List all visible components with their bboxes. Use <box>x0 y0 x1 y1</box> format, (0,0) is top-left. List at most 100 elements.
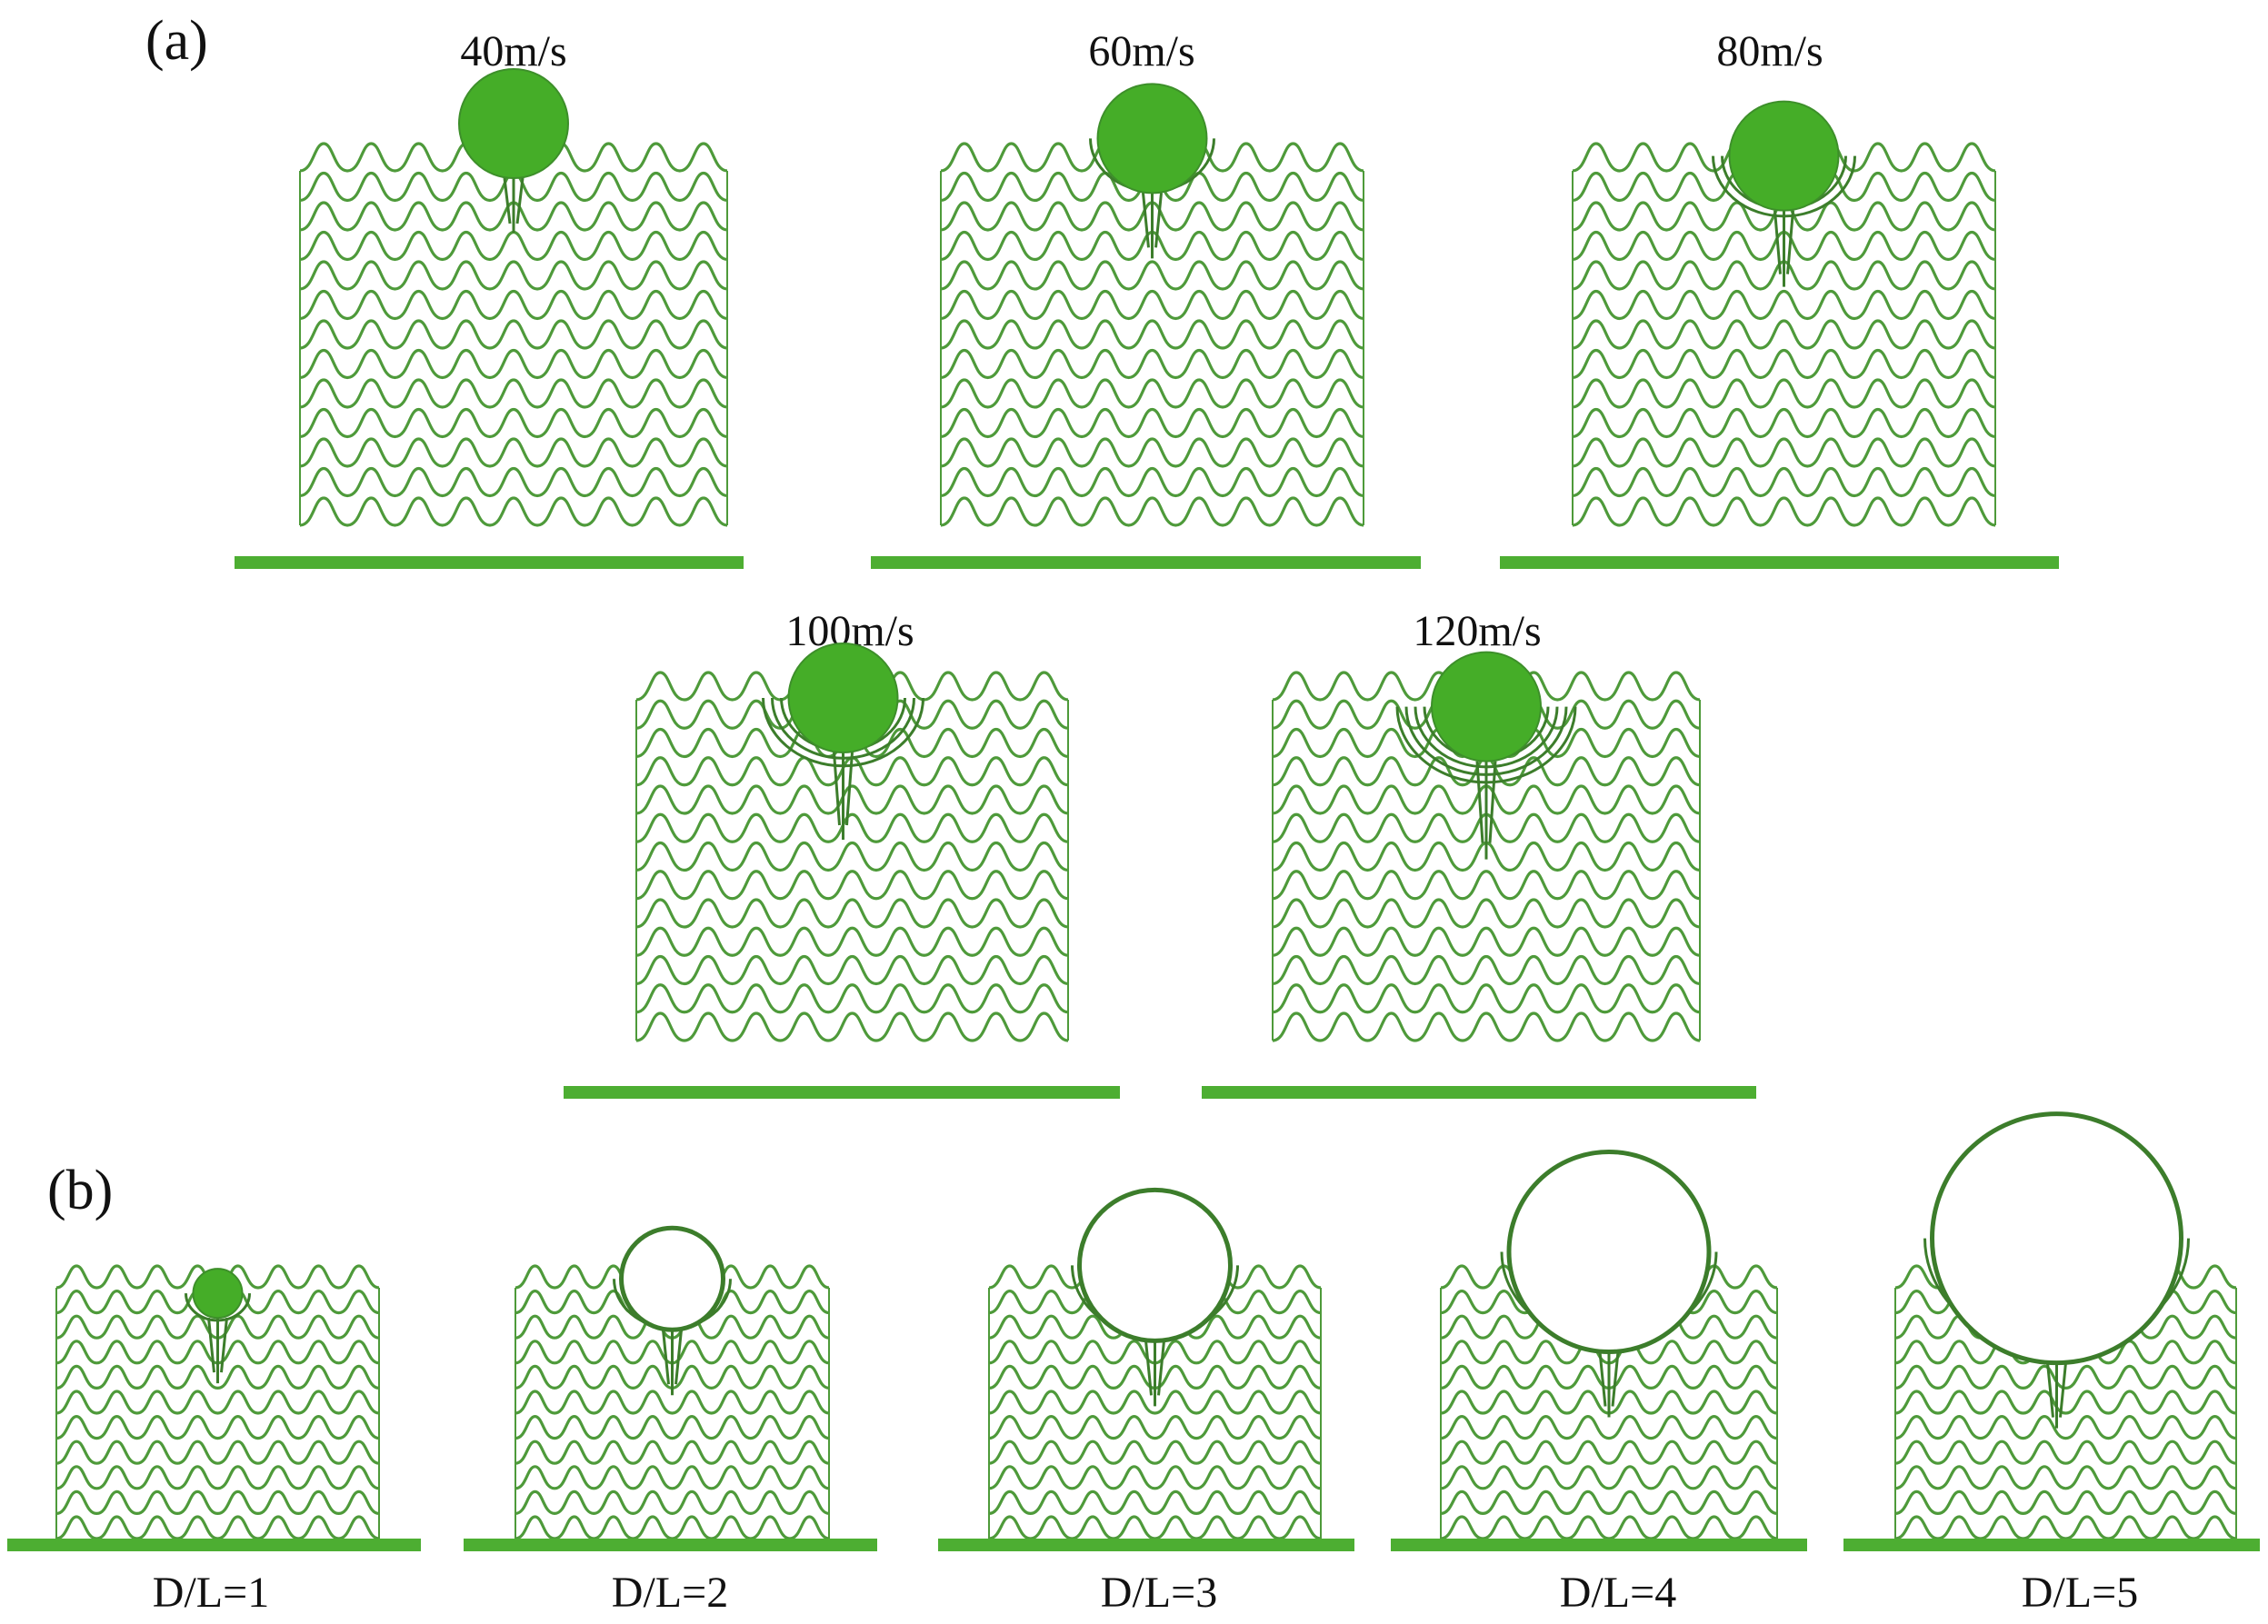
base-plate <box>1843 1539 2260 1551</box>
lattice-row <box>988 1415 1322 1440</box>
scene-speed-2 <box>871 83 1421 569</box>
solid-sphere-projectile <box>192 1268 244 1320</box>
lattice-row <box>1572 289 1996 321</box>
lattice-row <box>1572 466 1996 498</box>
solid-sphere-projectile <box>1431 651 1542 762</box>
lattice-row <box>299 289 728 321</box>
crack-tail <box>503 177 525 233</box>
lattice-row <box>515 1489 830 1515</box>
lattice-rows <box>299 142 728 527</box>
lattice-row <box>1894 1515 2237 1540</box>
lattice-row <box>1572 407 1996 439</box>
lattice-row <box>940 260 1364 291</box>
lattice-row <box>515 1415 830 1440</box>
lattice-row <box>1572 437 1996 468</box>
lattice-row <box>55 1440 380 1465</box>
base-plate <box>464 1539 877 1551</box>
caption-120ms: 120m/s <box>1413 607 1541 655</box>
scene-speed-4 <box>564 643 1120 1099</box>
scene-dl-5 <box>1843 1111 2260 1551</box>
lattice-row <box>299 260 728 291</box>
lattice-row <box>940 407 1364 439</box>
caption-60ms: 60m/s <box>1088 27 1194 75</box>
crack-tail <box>1475 761 1497 860</box>
lattice-row <box>1440 1415 1778 1440</box>
lattice-row <box>1440 1489 1778 1515</box>
lattice-row <box>299 466 728 498</box>
crack-tail <box>207 1318 228 1384</box>
lattice-row <box>1894 1415 2237 1440</box>
lattice-row <box>299 378 728 409</box>
lattice-row <box>1572 496 1996 527</box>
base-plate <box>938 1539 1354 1551</box>
damage-zone <box>1395 706 1577 860</box>
lattice-row <box>515 1440 830 1465</box>
base-plate <box>564 1086 1120 1099</box>
scene-dl-2 <box>464 1225 877 1551</box>
lattice-row <box>635 784 1069 815</box>
lattice-row <box>940 466 1364 498</box>
lattice-row <box>515 1515 830 1540</box>
base-plate <box>235 556 744 569</box>
caption-dl1: D/L=1 <box>153 1569 269 1617</box>
hollow-sphere-projectile <box>1930 1111 2183 1366</box>
lattice-row <box>55 1415 380 1440</box>
lattice-row <box>635 841 1069 872</box>
base-plate <box>1500 556 2059 569</box>
lattice-row <box>55 1364 380 1390</box>
lattice-row <box>1440 1465 1778 1490</box>
lattice-row <box>635 926 1069 957</box>
lattice-row <box>988 1465 1322 1490</box>
lattice-row <box>1894 1465 2237 1490</box>
lattice-row <box>1894 1440 2237 1465</box>
hollow-sphere-projectile <box>619 1225 725 1332</box>
lattice-row <box>299 348 728 380</box>
lattice-row <box>940 496 1364 527</box>
lattice-row <box>635 954 1069 986</box>
lattice-rows <box>1572 142 1996 527</box>
lattice-row <box>635 1011 1069 1042</box>
lattice-row <box>940 378 1364 409</box>
lattice-row <box>940 437 1364 468</box>
hollow-sphere-projectile <box>1506 1150 1712 1354</box>
lattice-row <box>988 1489 1322 1515</box>
scene-dl-1 <box>7 1264 421 1551</box>
lattice-row <box>1894 1364 2237 1390</box>
caption-dl3: D/L=3 <box>1101 1569 1217 1617</box>
lattice-row <box>299 230 728 262</box>
crack-tail <box>833 752 854 840</box>
crack-tail <box>1773 210 1794 287</box>
lattice-row <box>515 1465 830 1490</box>
scene-speed-5 <box>1202 651 1756 1099</box>
panel-b-label: (b) <box>47 1160 113 1221</box>
damage-zone <box>185 1293 251 1384</box>
lattice-row <box>515 1390 830 1415</box>
damage-zone <box>503 177 525 233</box>
lattice-row <box>1272 1011 1701 1042</box>
caption-dl2: D/L=2 <box>612 1569 728 1617</box>
lattice-row <box>940 348 1364 380</box>
lattice-row <box>940 319 1364 350</box>
lattice-row <box>1894 1489 2237 1515</box>
panel-a-label: (a) <box>145 10 208 72</box>
lattice-row <box>1440 1440 1778 1465</box>
scene-speed-3 <box>1500 100 2059 569</box>
scene-dl-4 <box>1391 1150 1807 1551</box>
lattice-row <box>55 1489 380 1515</box>
lattice-row <box>55 1390 380 1415</box>
lattice-row <box>299 319 728 350</box>
lattice-row <box>1272 954 1701 986</box>
base-plate <box>871 556 1421 569</box>
solid-sphere-projectile <box>1728 100 1840 212</box>
base-plate <box>1202 1086 1756 1099</box>
lattice-row <box>635 870 1069 901</box>
solid-sphere-projectile <box>1096 83 1208 194</box>
lattice-row <box>1440 1515 1778 1540</box>
solid-sphere-projectile <box>458 68 569 179</box>
scene-speed-1 <box>235 68 744 569</box>
caption-dl4: D/L=4 <box>1560 1569 1676 1617</box>
lattice-row <box>299 496 728 527</box>
caption-dl5: D/L=5 <box>2022 1569 2138 1617</box>
lattice-row <box>1572 348 1996 380</box>
